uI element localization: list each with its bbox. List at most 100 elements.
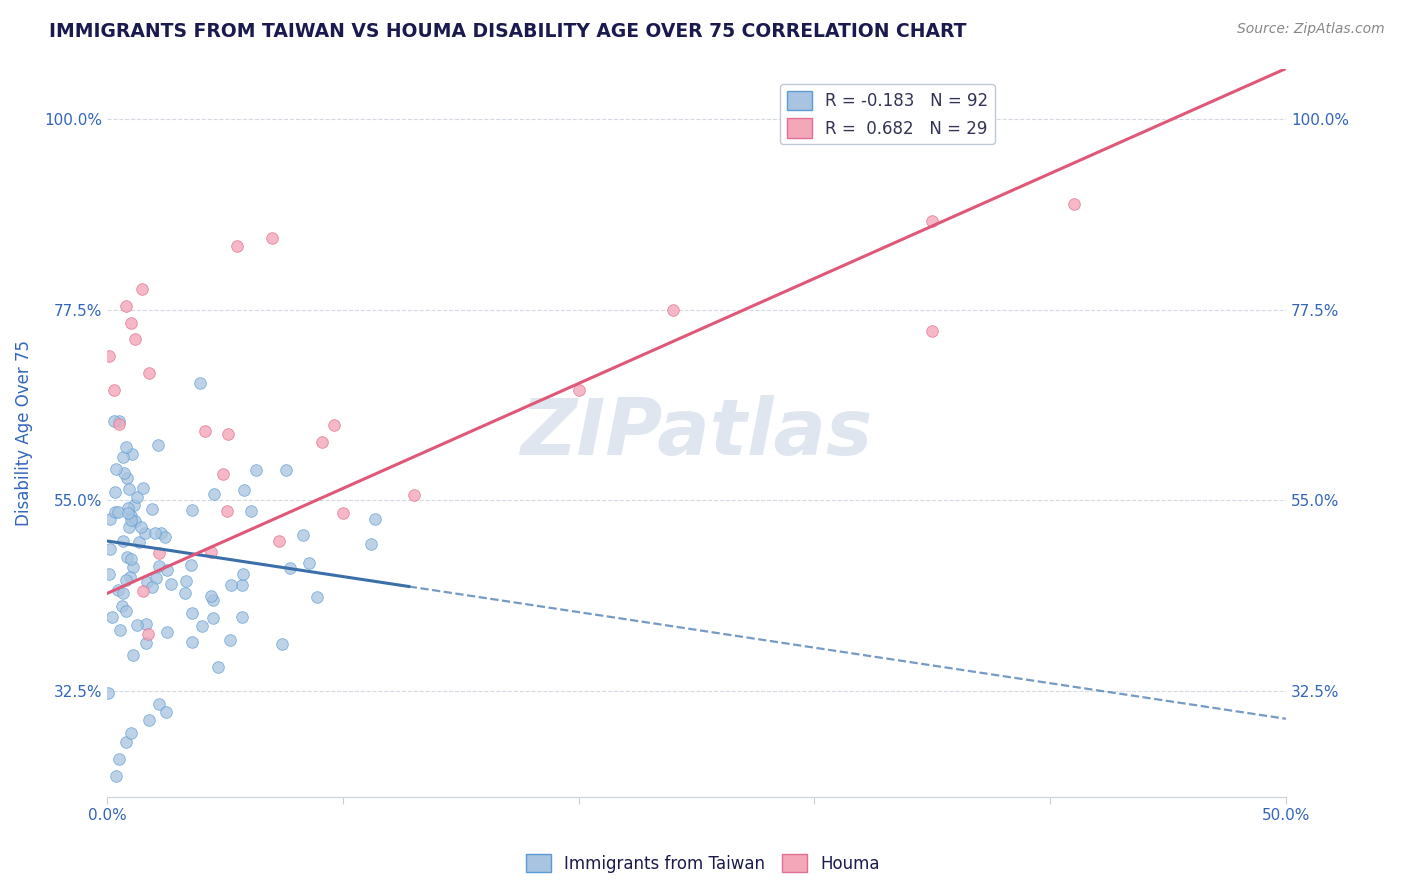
Point — [155, 705, 177, 719]
Point — [231, 610, 253, 624]
Point — [120, 726, 142, 740]
Point — [292, 528, 315, 542]
Point — [148, 546, 170, 560]
Point — [148, 438, 170, 452]
Point — [97, 686, 120, 700]
Point — [111, 599, 134, 613]
Legend: R = -0.183   N = 92, R =  0.682   N = 29: R = -0.183 N = 92, R = 0.682 N = 29 — [780, 84, 994, 145]
Point — [153, 530, 176, 544]
Point — [202, 592, 225, 607]
Point — [332, 506, 354, 520]
Point — [112, 534, 135, 549]
Point — [190, 376, 212, 390]
Point — [212, 467, 235, 482]
Point — [202, 487, 225, 501]
Point — [921, 324, 943, 338]
Point — [114, 734, 136, 748]
Point — [132, 584, 155, 599]
Text: IMMIGRANTS FROM TAIWAN VS HOUMA DISABILITY AGE OVER 75 CORRELATION CHART: IMMIGRANTS FROM TAIWAN VS HOUMA DISABILI… — [49, 22, 967, 41]
Y-axis label: Disability Age Over 75: Disability Age Over 75 — [15, 340, 32, 525]
Point — [136, 574, 159, 589]
Point — [121, 446, 143, 460]
Point — [323, 418, 346, 433]
Point — [945, 120, 967, 135]
Point — [305, 590, 328, 604]
Point — [143, 525, 166, 540]
Point — [122, 560, 145, 574]
Point — [1063, 197, 1085, 211]
Point — [135, 636, 157, 650]
Point — [215, 504, 238, 518]
Point — [120, 513, 142, 527]
Point — [225, 239, 247, 253]
Point — [134, 525, 156, 540]
Point — [662, 302, 685, 317]
Point — [105, 768, 128, 782]
Point — [136, 627, 159, 641]
Point — [364, 512, 387, 526]
Point — [118, 483, 141, 497]
Point — [180, 502, 202, 516]
Point — [110, 623, 132, 637]
Text: ZIPatlas: ZIPatlas — [520, 394, 873, 471]
Point — [120, 552, 142, 566]
Point — [402, 488, 425, 502]
Point — [135, 617, 157, 632]
Point — [98, 566, 121, 581]
Point — [160, 577, 183, 591]
Point — [180, 558, 202, 572]
Point — [174, 574, 197, 588]
Point — [121, 508, 143, 523]
Point — [122, 648, 145, 662]
Point — [120, 316, 142, 330]
Point — [149, 525, 172, 540]
Point — [103, 384, 125, 398]
Point — [298, 556, 321, 570]
Point — [118, 520, 141, 534]
Point — [156, 564, 179, 578]
Point — [118, 570, 141, 584]
Point — [194, 424, 217, 438]
Point — [217, 426, 239, 441]
Point — [115, 604, 138, 618]
Point — [181, 635, 204, 649]
Legend: Immigrants from Taiwan, Houma: Immigrants from Taiwan, Houma — [519, 847, 887, 880]
Point — [112, 466, 135, 480]
Point — [103, 414, 125, 428]
Point — [567, 383, 589, 397]
Point — [181, 607, 204, 621]
Point — [201, 611, 224, 625]
Point — [231, 578, 253, 592]
Point — [131, 481, 153, 495]
Point — [107, 751, 129, 765]
Point — [311, 434, 333, 449]
Point — [138, 714, 160, 728]
Point — [174, 586, 197, 600]
Point — [200, 545, 222, 559]
Point — [128, 535, 150, 549]
Point — [141, 580, 163, 594]
Point — [107, 505, 129, 519]
Point — [124, 333, 146, 347]
Point — [207, 660, 229, 674]
Point — [124, 498, 146, 512]
Point — [190, 618, 212, 632]
Point — [98, 350, 121, 364]
Point — [218, 632, 240, 647]
Point — [101, 609, 124, 624]
Point — [200, 589, 222, 603]
Point — [278, 561, 301, 575]
Point — [148, 558, 170, 573]
Point — [117, 501, 139, 516]
Point — [98, 541, 121, 556]
Point — [98, 512, 121, 526]
Point — [115, 550, 138, 565]
Point — [125, 618, 148, 632]
Point — [107, 417, 129, 431]
Point — [117, 471, 139, 485]
Point — [104, 505, 127, 519]
Text: Source: ZipAtlas.com: Source: ZipAtlas.com — [1237, 22, 1385, 37]
Point — [156, 625, 179, 640]
Point — [114, 573, 136, 587]
Point — [108, 414, 131, 428]
